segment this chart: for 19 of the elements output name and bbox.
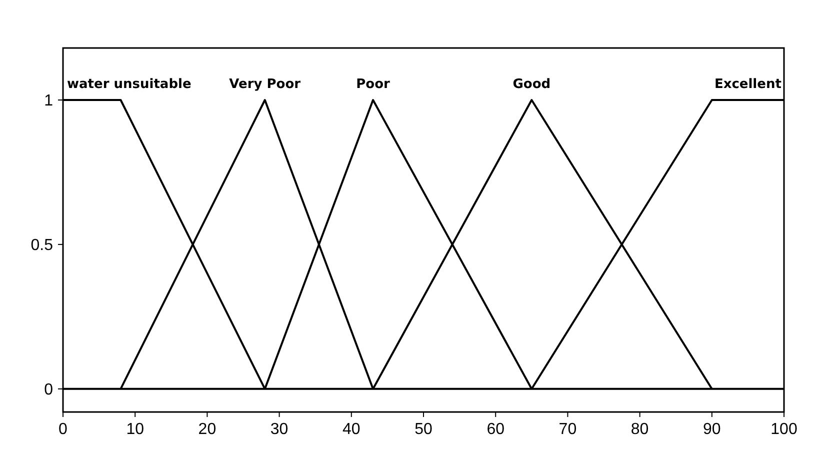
- y-tick-label: 0: [44, 381, 54, 398]
- x-tick-label: 50: [414, 421, 432, 438]
- y-tick-label: 1: [44, 92, 54, 110]
- series-label: Good: [512, 77, 551, 92]
- series-label: Poor: [356, 77, 391, 92]
- x-tick-label: 80: [630, 421, 649, 438]
- x-tick-label: 0: [58, 421, 68, 438]
- x-tick-label: 40: [342, 421, 360, 438]
- series-label: Excellent: [714, 77, 782, 92]
- series-label: Very Poor: [229, 77, 302, 92]
- x-tick-label: 70: [558, 421, 577, 438]
- x-tick-label: 30: [270, 421, 288, 438]
- series-label: water unsuitable: [67, 77, 192, 92]
- x-tick-label: 90: [703, 421, 721, 438]
- x-tick-label: 10: [126, 421, 144, 438]
- x-tick-label: 60: [486, 421, 505, 438]
- x-tick-label: 100: [770, 421, 798, 438]
- y-tick-label: 0.5: [30, 237, 54, 254]
- x-tick-label: 20: [198, 421, 216, 438]
